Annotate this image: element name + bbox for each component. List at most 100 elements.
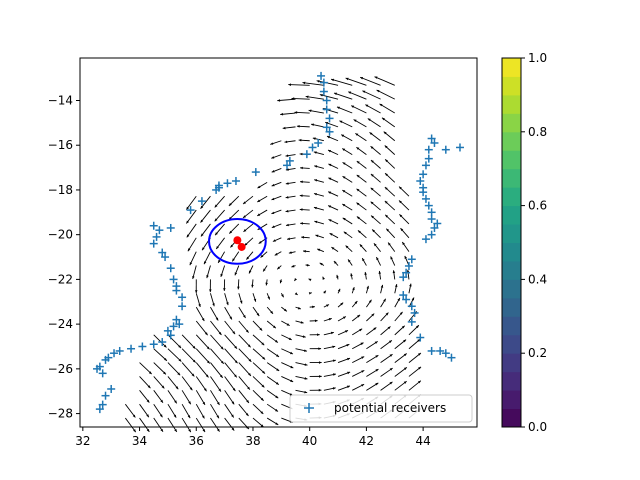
receiver-point: [416, 177, 425, 185]
x-tick-label: 38: [245, 434, 260, 448]
quiver-arrow: [359, 76, 381, 86]
quiver-arrowhead: [331, 247, 335, 250]
quiver-arrowhead: [304, 390, 308, 394]
quiver-arrowhead: [404, 255, 408, 259]
quiver-arrowhead: [374, 341, 378, 344]
quiver-arrow: [210, 348, 225, 365]
quiver-arrowhead: [220, 360, 224, 364]
quiver-arrowhead: [352, 287, 355, 291]
quiver-arrowhead: [313, 206, 317, 210]
receiver-point: [424, 201, 433, 210]
quiver-arrowhead: [271, 183, 275, 187]
receiver-point: [101, 391, 110, 400]
quiver-arrowhead: [200, 233, 204, 237]
quiver-arrowhead: [389, 368, 393, 371]
quiver-arrowhead: [288, 83, 292, 86]
quiver-arrowhead: [219, 374, 223, 378]
receiver-point: [98, 369, 107, 378]
receiver-point: [101, 355, 110, 364]
y-tick-label: −20: [48, 228, 73, 242]
quiver-arrowhead: [304, 349, 307, 352]
receiver-point: [436, 346, 445, 355]
quiver-arrowhead: [417, 339, 421, 342]
quiver-arrowhead: [328, 219, 332, 222]
receiver-point: [402, 268, 411, 277]
quiver-arrowhead: [231, 427, 235, 431]
quiver-arrowhead: [263, 268, 266, 272]
quiver-arrowhead: [370, 201, 374, 205]
quiver-arrowhead: [354, 301, 358, 304]
receiver-point: [424, 145, 433, 154]
quiver-arrowhead: [281, 294, 284, 298]
quiver-arrowhead: [186, 220, 189, 224]
quiver-arrowhead: [388, 242, 391, 246]
plot-frame: [79, 57, 478, 428]
quiver-arrowhead: [392, 270, 396, 274]
receiver-point: [427, 134, 436, 143]
quiver-arrowhead: [160, 399, 163, 403]
quiver-arrowhead: [220, 346, 224, 350]
quiver-arrowhead: [192, 359, 196, 363]
quiver-arrowhead: [232, 331, 236, 335]
quiver-arrowhead: [298, 138, 302, 142]
quiver-arrowhead: [376, 257, 379, 261]
quiver-arrowhead: [383, 298, 386, 302]
quiver-arrowhead: [245, 413, 249, 417]
receiver-point: [110, 349, 119, 358]
receiver-point: [427, 230, 436, 239]
receiver-point: [325, 127, 334, 136]
quiver-arrowhead: [337, 288, 341, 292]
receiver-point: [427, 208, 436, 217]
quiver-arrow: [224, 334, 238, 350]
quiver-arrowhead: [198, 304, 201, 307]
quiver-arrowhead: [370, 187, 374, 191]
quiver-arrowhead: [328, 318, 332, 321]
quiver-arrowhead: [346, 385, 350, 389]
receiver-point: [419, 188, 428, 197]
receiver-point: [441, 145, 450, 154]
receiver-point: [322, 123, 331, 132]
quiver-arrowhead: [328, 177, 332, 181]
quiver-arrowhead: [146, 399, 150, 403]
quiver-arrowhead: [271, 169, 275, 173]
x-axis: 32 34 36 38 40 42 44: [75, 427, 431, 448]
quiver-arrowhead: [336, 274, 339, 278]
quiver-arrowhead: [373, 243, 377, 247]
quiver-arrowhead: [249, 270, 252, 274]
quiver-arrowhead: [383, 131, 387, 135]
quiver-arrowhead: [174, 400, 177, 404]
quiver-arrowhead: [192, 345, 196, 349]
receiver-point: [416, 333, 425, 342]
quiver-arrow: [224, 390, 235, 405]
quiver-arrowhead: [288, 251, 292, 254]
colorbar-band: [502, 58, 521, 77]
y-axis: −14 −16 −18 −20 −22 −24 −26 −28: [48, 93, 80, 421]
quiver-arrowhead: [201, 415, 205, 419]
quiver-arrowhead: [406, 269, 410, 273]
receiver-point: [172, 315, 181, 324]
quiver-arrowhead: [277, 266, 281, 270]
y-tick-label: −26: [48, 362, 73, 376]
quiver-arrowhead: [209, 289, 212, 293]
receiver-point: [178, 293, 187, 302]
quiver-arrowhead: [301, 236, 305, 239]
quiver-arrowhead: [265, 282, 268, 286]
quiver-arrow: [379, 103, 395, 114]
quiver-arrowhead: [243, 201, 247, 205]
quiver-arrowhead: [220, 273, 223, 277]
receiver-point: [285, 156, 294, 165]
quiver-arrowhead: [261, 342, 265, 346]
quiver-arrowhead: [371, 313, 375, 317]
colorbar: 0.0 0.2 0.4 0.6 0.8 1.0: [501, 51, 547, 434]
x-tick-label: 40: [302, 434, 317, 448]
quiver-arrowhead: [403, 381, 407, 384]
quiver-arrowhead: [296, 125, 300, 128]
quiver-arrow: [277, 98, 296, 102]
receiver-point: [127, 344, 136, 353]
quiver-arrowhead: [285, 154, 289, 157]
colorbar-band: [502, 76, 521, 96]
quiver-arrowhead: [400, 228, 404, 232]
quiver-arrowhead: [397, 298, 400, 302]
quiver-arrowhead: [399, 186, 402, 190]
quiver-arrowhead: [347, 371, 351, 375]
